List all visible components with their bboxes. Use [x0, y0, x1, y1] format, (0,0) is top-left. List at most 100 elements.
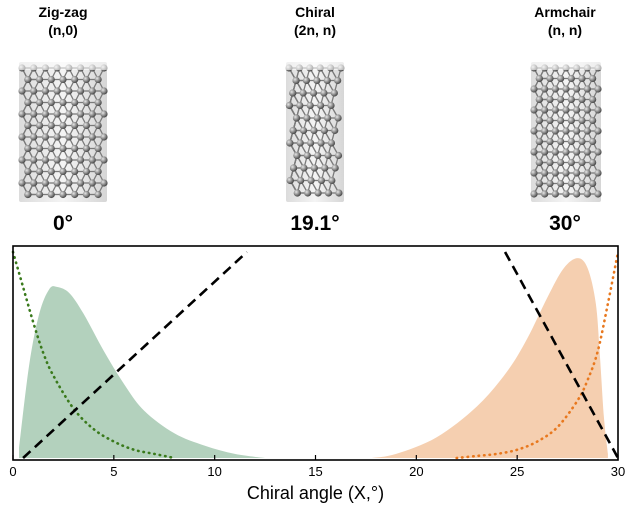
- carbon-atom: [567, 179, 575, 188]
- carbon-atom: [88, 179, 96, 187]
- distribution-area-0: [19, 286, 266, 458]
- carbon-atom: [530, 148, 538, 156]
- carbon-atom: [24, 75, 32, 84]
- carbon-atom: [535, 116, 543, 125]
- carbon-atom: [546, 74, 554, 83]
- carbon-atom: [30, 133, 38, 141]
- carbon-atom: [583, 127, 591, 135]
- carbon-atom: [562, 190, 570, 198]
- carbon-atom: [583, 148, 591, 156]
- carbon-atom: [546, 116, 554, 125]
- carbon-atom: [324, 151, 332, 160]
- carbon-atom: [299, 126, 308, 135]
- carbon-atom: [24, 121, 32, 130]
- carbon-atom: [567, 137, 575, 146]
- carbon-atom: [47, 75, 55, 84]
- carbon-atom: [335, 189, 343, 197]
- chiral-nanotube-illustration: [284, 60, 346, 202]
- carbon-atom: [296, 101, 304, 110]
- carbon-atom: [583, 106, 591, 114]
- carbon-atom: [53, 87, 61, 95]
- carbon-atom: [583, 190, 591, 198]
- carbon-atom: [88, 110, 96, 118]
- carbon-atom: [535, 74, 543, 83]
- armchair-title: Armchair (n, n): [505, 3, 625, 39]
- carbon-atom: [286, 139, 294, 147]
- carbon-atom: [76, 110, 85, 118]
- carbon-atom: [317, 101, 325, 110]
- carbon-atom: [589, 74, 597, 83]
- zigzag-angle: 0°: [52, 212, 74, 235]
- carbon-atom: [583, 169, 591, 177]
- carbon-atom: [35, 75, 44, 84]
- carbon-atom: [47, 190, 55, 199]
- carbon-atom: [41, 87, 50, 95]
- chiral-angle-chart: 0 5 10 15 20 25 30: [9, 245, 625, 479]
- carbon-atom: [562, 106, 570, 114]
- carbon-atom: [53, 156, 61, 164]
- carbon-atom: [30, 156, 38, 164]
- carbon-atom: [573, 106, 581, 114]
- carbon-atom: [82, 144, 91, 153]
- dashed-line-4: [22, 251, 248, 459]
- carbon-atom: [71, 144, 79, 153]
- carbon-atom: [578, 95, 586, 104]
- carbon-atom: [18, 133, 26, 141]
- carbon-atom: [41, 110, 50, 118]
- carbon-atom: [94, 75, 102, 84]
- carbon-atom: [546, 158, 554, 167]
- carbon-atom: [567, 74, 575, 83]
- carbon-atom: [88, 156, 96, 164]
- chiral-index: (2n, n): [294, 22, 336, 38]
- carbon-atom: [557, 158, 565, 167]
- carbon-atom: [71, 190, 79, 199]
- carbon-atom: [327, 139, 336, 147]
- carbon-atom: [24, 167, 32, 176]
- carbon-atom: [35, 167, 44, 176]
- carbon-atom: [541, 85, 549, 93]
- carbon-atom: [65, 179, 73, 187]
- carbon-atom: [299, 89, 307, 97]
- carbon-atom: [76, 179, 85, 187]
- carbon-atom: [82, 167, 91, 176]
- armchair-name: Armchair: [534, 4, 596, 20]
- carbon-atom: [18, 179, 26, 187]
- dotted-curve-3: [455, 250, 620, 460]
- carbon-atom: [535, 179, 543, 188]
- carbon-atom: [317, 176, 326, 185]
- carbon-atom: [557, 179, 565, 188]
- carbon-atom: [530, 106, 538, 114]
- carbon-atom: [589, 158, 597, 167]
- carbon-atom: [76, 133, 85, 141]
- carbon-atom: [59, 98, 67, 107]
- carbon-atom: [94, 98, 102, 107]
- carbon-atom: [307, 139, 315, 147]
- carbon-atom: [330, 89, 338, 97]
- carbon-atom: [24, 144, 32, 153]
- carbon-atom: [334, 114, 342, 122]
- carbon-atom: [573, 190, 581, 198]
- chiral-angle: 19.1°: [290, 212, 340, 235]
- carbon-atom: [530, 190, 538, 198]
- x-tick-label: 25: [510, 464, 524, 479]
- carbon-atom: [551, 127, 559, 135]
- carbon-atom: [100, 110, 108, 118]
- carbon-atom: [59, 144, 67, 153]
- carbon-atom: [583, 85, 591, 93]
- carbon-atom: [589, 95, 597, 104]
- carbon-atom: [334, 76, 342, 85]
- carbon-atom: [82, 98, 91, 107]
- carbon-atom: [293, 151, 301, 160]
- carbon-atom: [65, 110, 73, 118]
- carbon-atom: [546, 179, 554, 188]
- chiral-title: Chiral (2n, n): [255, 3, 375, 39]
- carbon-atom: [18, 110, 26, 118]
- carbon-atom: [530, 127, 538, 135]
- carbon-atom: [100, 87, 108, 95]
- carbon-atom: [546, 137, 554, 146]
- carbon-atom: [47, 167, 55, 176]
- carbon-atom: [557, 74, 565, 83]
- carbon-atom: [88, 133, 96, 141]
- carbon-atom: [541, 127, 549, 135]
